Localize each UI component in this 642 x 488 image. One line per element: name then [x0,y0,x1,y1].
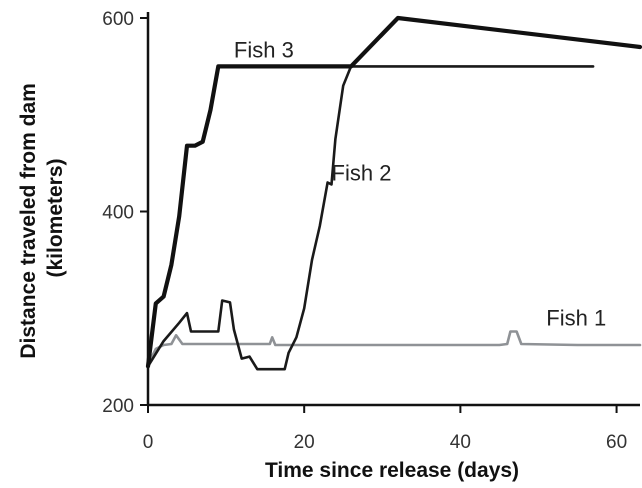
x-tick-label: 60 [606,432,627,453]
series-labels: Fish 1 Fish 2 Fish 3 [234,38,606,331]
y-tick-label: 600 [102,9,134,30]
fish-1-label: Fish 1 [546,306,606,331]
x-ticks: 0 20 40 60 [143,405,627,453]
y-ticks: 200 400 600 [102,9,148,417]
y-axis-title: Distance traveled from dam (kilometers) [17,77,67,358]
x-tick-label: 0 [143,432,154,453]
fish-3-line [145,15,642,369]
y-tick-label: 400 [102,203,134,224]
series-layer [145,15,642,371]
x-axis-title: Time since release (days) [265,459,519,482]
x-tick-label: 20 [294,432,315,453]
y-axis-title-line-1: Distance traveled from dam [17,83,40,358]
fish-3-label: Fish 3 [234,38,294,63]
x-tick-label: 40 [450,432,471,453]
y-tick-label: 200 [102,396,134,417]
fish-1-line [146,330,642,366]
fish-2-line [146,65,595,371]
y-axis-title-line-2: (kilometers) [44,158,67,277]
fish-2-label: Fish 2 [332,161,392,186]
